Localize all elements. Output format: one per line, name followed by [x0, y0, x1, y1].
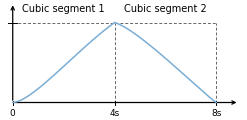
Text: Cubic segment 2: Cubic segment 2	[124, 3, 207, 14]
Text: 8s: 8s	[211, 108, 222, 117]
Text: 0: 0	[10, 108, 16, 117]
Text: Cubic segment 1: Cubic segment 1	[22, 3, 105, 14]
Text: 4s: 4s	[109, 108, 120, 117]
